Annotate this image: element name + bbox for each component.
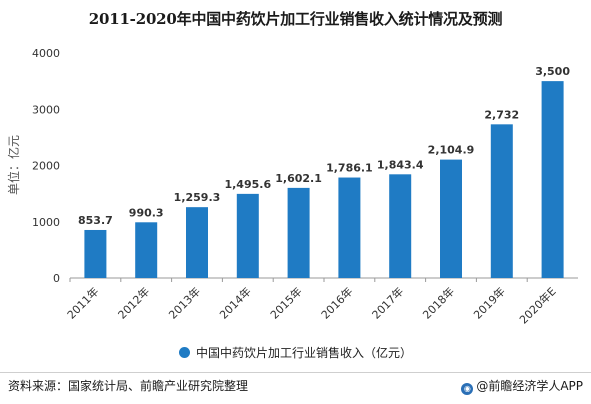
bar-value-label: 3,500	[535, 65, 570, 78]
x-axis-ticks: 2011年 2012年 2013年 2014年 2015年 2016年 2017年 2018年…	[64, 278, 559, 327]
bar-value-label: 1,602.1	[275, 172, 322, 185]
bar-value-label: 1,786.1	[326, 162, 373, 175]
x-tick-label: 2014年	[216, 284, 253, 321]
source-note: 资料来源：国家统计局、前瞻产业研究院整理	[8, 379, 249, 393]
bar	[287, 187, 310, 278]
bar-value-label: 2,732	[484, 108, 519, 121]
y-tick-label: 3000	[32, 103, 60, 116]
bar	[236, 193, 259, 278]
x-tick-label: 2011年	[64, 284, 101, 321]
y-tick-label: 2000	[32, 160, 60, 173]
y-axis-label: 单位：亿元	[6, 135, 21, 195]
bar-value-label: 1,495.6	[224, 178, 271, 191]
brand-text: @前瞻经济学人APP	[476, 379, 583, 393]
bar	[490, 124, 513, 278]
bar-value-label: 1,259.3	[174, 191, 221, 204]
bar	[186, 207, 208, 278]
x-tick-label: 2020年E	[516, 284, 558, 326]
bar	[84, 229, 107, 278]
x-tick-label: 2018年	[420, 284, 457, 321]
x-tick-label: 2015年	[267, 284, 304, 321]
x-tick-label: 2016年	[318, 284, 355, 321]
y-tick-label: 1000	[32, 216, 60, 229]
bar	[440, 159, 462, 278]
bar-value-label: 853.7	[78, 214, 113, 227]
x-tick-label: 2019年	[470, 284, 507, 321]
footer-divider	[0, 372, 591, 373]
bar-value-label: 1,843.4	[377, 158, 424, 171]
bar	[541, 81, 564, 278]
legend-label: 中国中药饮片加工行业销售收入（亿元）	[195, 346, 412, 360]
bars: 853.7 990.3 1,259.31,495.6 1,602.1 1,786.1 1,…	[78, 65, 570, 278]
bar	[389, 174, 412, 278]
x-tick-label: 2013年	[166, 284, 203, 321]
bar-value-label: 2,104.9	[428, 144, 475, 157]
x-tick-label: 2012年	[115, 284, 152, 321]
x-tick-label: 2017年	[369, 284, 406, 321]
bar	[135, 222, 158, 278]
y-tick-label: 4000	[32, 47, 60, 60]
y-axis-ticks: 0 1000 2000 3000 4000	[32, 47, 60, 285]
chart-title: 2011-2020年中国中药饮片加工行业销售收入统计情况及预测	[88, 10, 503, 28]
y-tick-label: 0	[53, 272, 60, 285]
bar-value-label: 990.3	[129, 206, 164, 219]
legend-swatch	[178, 347, 190, 358]
brand-logo-icon: ◉	[461, 383, 474, 395]
brand-credit: ◉ @前瞻经济学人APP	[461, 377, 583, 395]
legend: 中国中药饮片加工行业销售收入（亿元）	[0, 344, 591, 361]
bar-chart: 0 1000 2000 3000 4000 单位：亿元 853.7 990.3 1,259.…	[6, 47, 578, 327]
bar	[338, 177, 361, 278]
